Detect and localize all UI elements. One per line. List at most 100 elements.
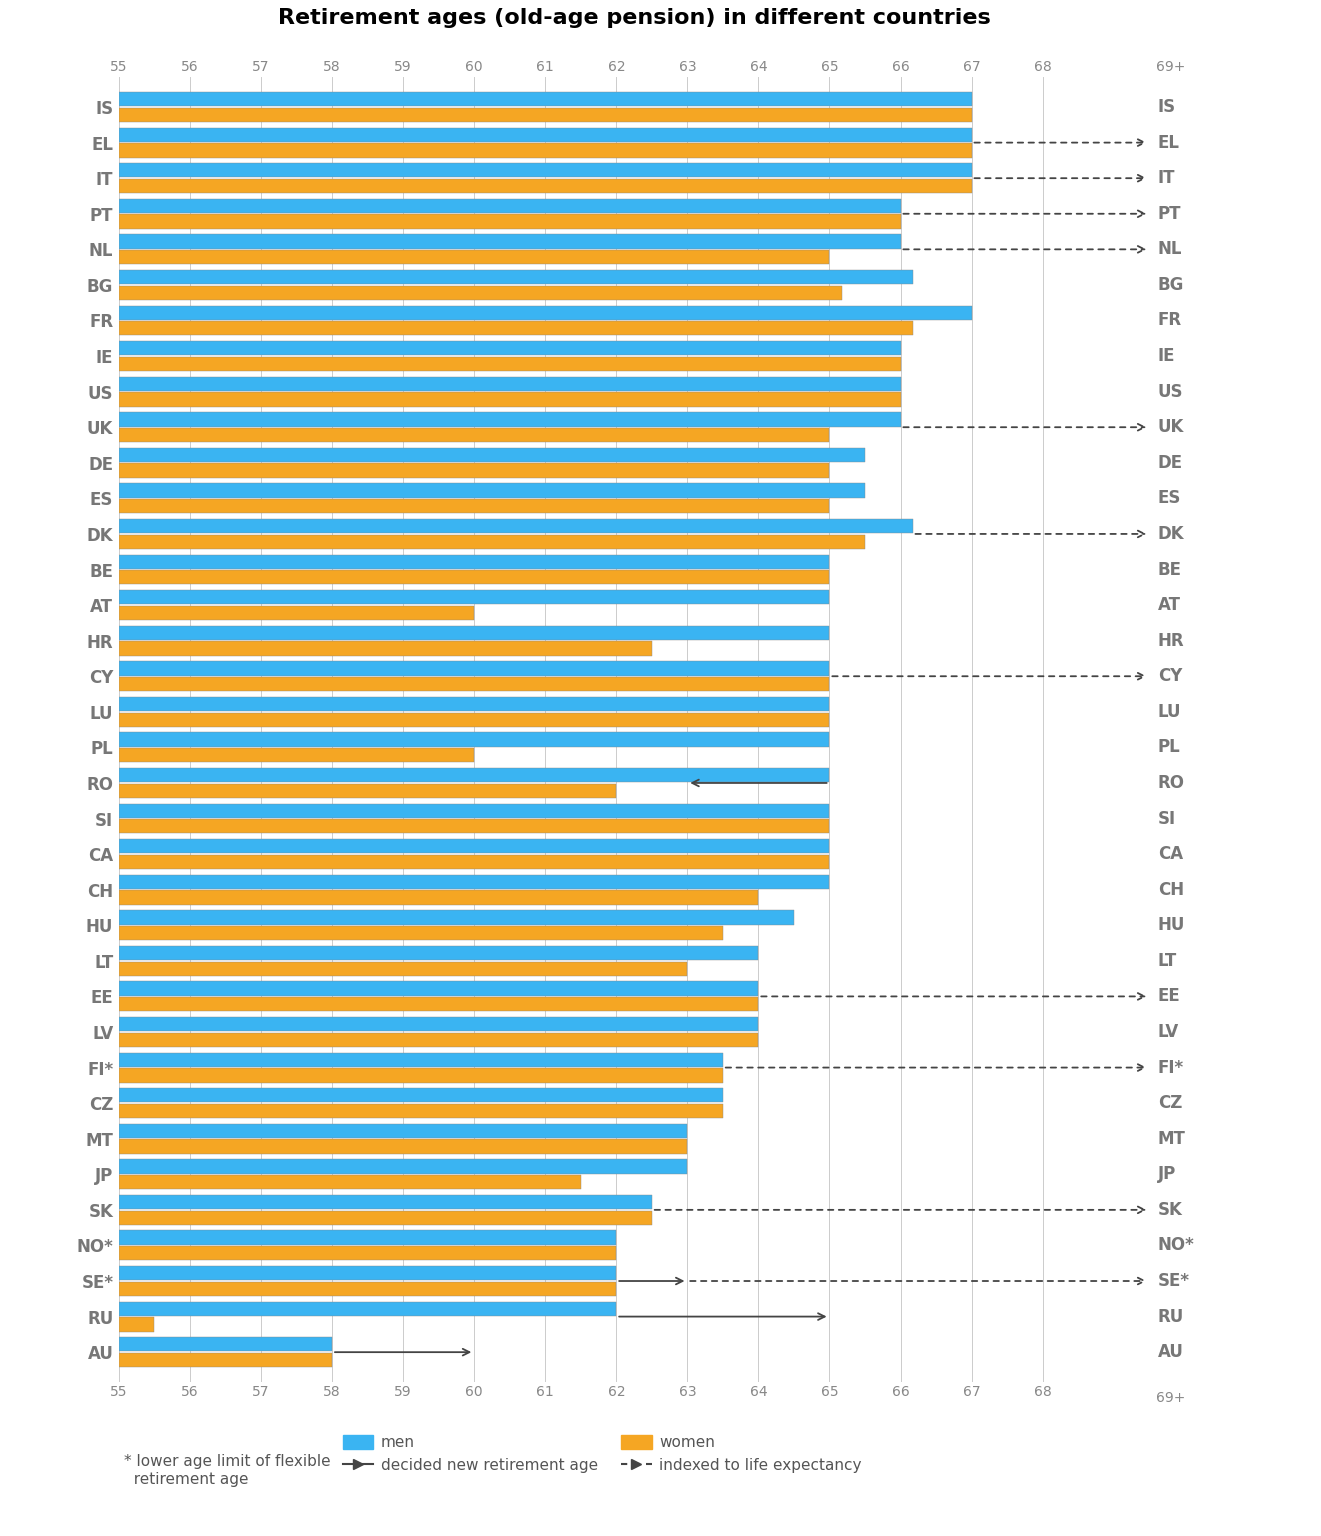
Bar xyxy=(119,412,901,427)
Bar xyxy=(119,306,972,319)
Text: RU: RU xyxy=(1157,1307,1184,1326)
Bar xyxy=(119,449,865,462)
Bar xyxy=(119,535,865,548)
Bar xyxy=(119,839,830,854)
Bar xyxy=(119,321,913,335)
Bar xyxy=(119,1301,617,1316)
Bar xyxy=(119,911,794,925)
Bar xyxy=(119,356,901,372)
Bar xyxy=(119,1353,332,1367)
Bar xyxy=(119,108,972,121)
Bar xyxy=(119,1052,723,1068)
Bar xyxy=(119,605,474,621)
Bar xyxy=(119,198,901,214)
Bar xyxy=(119,733,830,746)
Text: CH: CH xyxy=(1157,880,1184,899)
Bar xyxy=(119,856,830,869)
Text: SK: SK xyxy=(1157,1201,1182,1220)
Text: NL: NL xyxy=(1157,240,1182,258)
Text: JP: JP xyxy=(1157,1166,1176,1183)
Bar xyxy=(119,803,830,817)
Text: AT: AT xyxy=(1157,596,1181,614)
Text: HR: HR xyxy=(1157,631,1185,650)
Bar xyxy=(119,143,972,158)
Text: SE*: SE* xyxy=(1157,1272,1190,1290)
Bar xyxy=(119,1017,758,1031)
Bar xyxy=(119,748,474,762)
Bar xyxy=(119,1230,617,1244)
Bar xyxy=(119,662,830,676)
Bar xyxy=(119,819,830,834)
Bar xyxy=(119,1195,651,1209)
Bar xyxy=(119,92,972,106)
Text: RO: RO xyxy=(1157,774,1185,793)
Text: NO*: NO* xyxy=(1157,1236,1194,1255)
Bar xyxy=(119,1338,332,1352)
Bar xyxy=(119,1104,723,1118)
Bar xyxy=(119,962,687,975)
Bar xyxy=(119,1281,617,1296)
Text: IE: IE xyxy=(1157,347,1176,366)
Text: HU: HU xyxy=(1157,917,1185,934)
Bar xyxy=(119,570,830,585)
Text: PT: PT xyxy=(1157,204,1181,223)
Bar xyxy=(119,783,617,797)
Bar xyxy=(119,1318,155,1332)
Text: * lower age limit of flexible
  retirement age: * lower age limit of flexible retirement… xyxy=(124,1455,330,1487)
Text: LU: LU xyxy=(1157,703,1181,720)
Text: FI*: FI* xyxy=(1157,1058,1184,1077)
Bar xyxy=(119,163,972,178)
Text: DE: DE xyxy=(1157,453,1182,472)
Bar xyxy=(119,982,758,995)
Bar xyxy=(119,215,901,229)
Text: ES: ES xyxy=(1157,490,1181,507)
Bar xyxy=(119,127,972,141)
Bar xyxy=(119,484,865,498)
Bar xyxy=(119,1124,687,1138)
Text: IS: IS xyxy=(1157,98,1176,117)
Bar xyxy=(119,270,913,284)
Bar xyxy=(119,341,901,355)
Bar xyxy=(119,1140,687,1154)
Bar xyxy=(119,250,830,264)
Bar xyxy=(119,874,830,889)
Text: EE: EE xyxy=(1157,988,1181,1006)
Legend: men, decided new retirement age, women, indexed to life expectancy: men, decided new retirement age, women, … xyxy=(343,1435,861,1473)
Text: BG: BG xyxy=(1157,276,1184,293)
Bar xyxy=(119,1087,723,1103)
Bar xyxy=(119,590,830,604)
Text: BE: BE xyxy=(1157,561,1182,579)
Bar xyxy=(119,178,972,194)
Bar xyxy=(119,642,651,656)
Bar xyxy=(119,697,830,711)
Bar xyxy=(119,677,830,691)
Bar xyxy=(119,392,901,407)
Text: PL: PL xyxy=(1157,739,1181,756)
Bar xyxy=(119,713,830,727)
Bar xyxy=(119,891,758,905)
Bar xyxy=(119,554,830,568)
Title: Retirement ages (old-age pension) in different countries: Retirement ages (old-age pension) in dif… xyxy=(277,8,991,28)
Text: 69+: 69+ xyxy=(1156,60,1185,74)
Bar xyxy=(119,926,723,940)
Bar xyxy=(119,235,901,249)
Bar xyxy=(119,1032,758,1048)
Bar xyxy=(119,286,841,300)
Bar xyxy=(119,946,758,960)
Bar xyxy=(119,1246,617,1261)
Bar xyxy=(119,429,830,442)
Bar xyxy=(119,1266,617,1281)
Text: FR: FR xyxy=(1157,312,1182,330)
Text: SI: SI xyxy=(1157,809,1176,828)
Text: CZ: CZ xyxy=(1157,1094,1182,1112)
Text: US: US xyxy=(1157,382,1184,401)
Text: AU: AU xyxy=(1157,1342,1184,1361)
Bar xyxy=(119,1175,581,1189)
Bar xyxy=(119,625,830,641)
Text: LT: LT xyxy=(1157,952,1177,969)
Text: IT: IT xyxy=(1157,169,1176,187)
Bar xyxy=(119,519,913,533)
Text: CA: CA xyxy=(1157,845,1182,863)
Bar xyxy=(119,499,830,513)
Text: 69+: 69+ xyxy=(1156,1390,1185,1405)
